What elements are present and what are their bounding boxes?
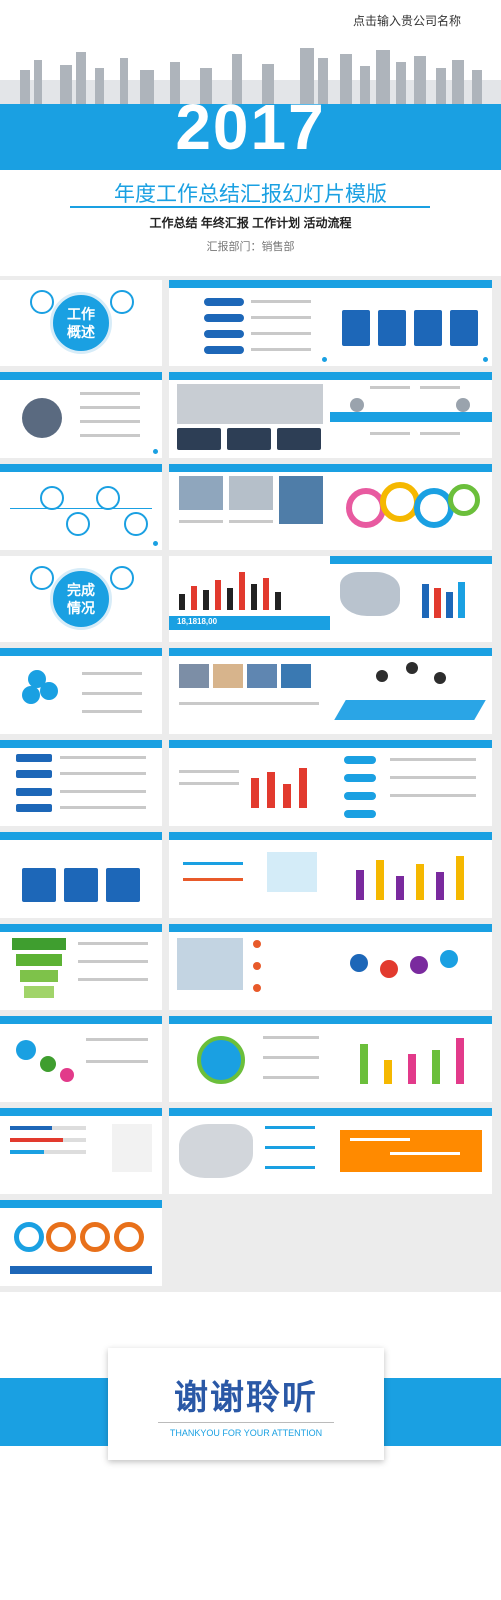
completion-center-circle: 完成 情况 [50,568,112,630]
cover-slide: 点击输入贵公司名称 2017 年度工作总结汇报幻灯片模版 工作总结 年终汇报 工… [0,0,501,276]
title-underline [70,206,430,208]
thank-you-card: 谢谢聆听 THANKYOU FOR YOUR ATTENTION [108,1348,384,1460]
slide-thermometer[interactable] [169,740,331,826]
slide-purple-bars[interactable] [330,832,492,918]
slide-team-cards[interactable] [0,832,162,918]
overview-right-ring [110,290,134,314]
thank-you-subtitle: THANKYOU FOR YOUR ATTENTION [169,1428,323,1438]
slide-three-photos[interactable] [169,464,331,550]
slide-timeline[interactable] [0,464,162,550]
cover-title: 年度工作总结汇报幻灯片模版 [114,183,387,206]
slide-overview[interactable]: 工作 概述 [0,280,162,366]
slide-list-pills[interactable] [169,280,331,366]
slide-color-circles[interactable] [330,924,492,1010]
slide-circle-cluster[interactable] [0,648,162,734]
slide-photo-text[interactable] [169,372,331,458]
slide-3d-nodes[interactable] [330,648,492,734]
slide-stacked-bars[interactable] [330,1016,492,1102]
slide-gears[interactable] [330,464,492,550]
slide-steps[interactable] [330,740,492,826]
cover-blue-band [0,104,501,170]
slide-four-boxes[interactable] [330,280,492,366]
slide-icon-band[interactable] [330,372,492,458]
slide-progress-bars[interactable] [0,1108,162,1194]
slide-green-funnel[interactable] [0,924,162,1010]
slide-numbered-circles[interactable] [0,1016,162,1102]
slide-completion[interactable]: 完成 情况 [0,556,162,642]
slide-china-map[interactable] [169,1108,331,1194]
slide-person-list[interactable] [0,372,162,458]
slide-photo-strip[interactable] [169,648,331,734]
thank-you-title: 谢谢聆听 [174,1379,318,1417]
slide-photo-timeline[interactable] [169,924,331,1010]
city-skyline-image [0,48,501,105]
overview-center-circle: 工作 概述 [50,292,112,354]
completion-center-label: 完成 情况 [67,582,95,616]
slide-gantt[interactable] [330,1108,492,1194]
completion-figure: 18,1818,00 [177,617,218,626]
thank-you-slide: 谢谢聆听 THANKYOU FOR YOUR ATTENTION [0,1292,501,1600]
cover-subtitle: 工作总结 年终汇报 工作计划 活动流程 [149,216,352,230]
slide-people-icons[interactable] [169,832,331,918]
cover-department: 汇报部门：销售部 [206,241,295,253]
cover-year: 2017 [175,91,326,163]
slide-donuts[interactable] [0,1200,162,1286]
thank-you-divider [158,1422,334,1423]
company-name: 点击输入贵公司名称 [352,14,461,28]
slide-button-list[interactable] [0,740,162,826]
overview-center-label: 工作 概述 [67,306,95,340]
overview-left-ring [30,290,54,314]
slide-map-chart[interactable] [330,556,492,642]
slide-bar-chart[interactable]: 18,1818,00 [169,556,331,642]
slide-cycle[interactable] [169,1016,331,1102]
